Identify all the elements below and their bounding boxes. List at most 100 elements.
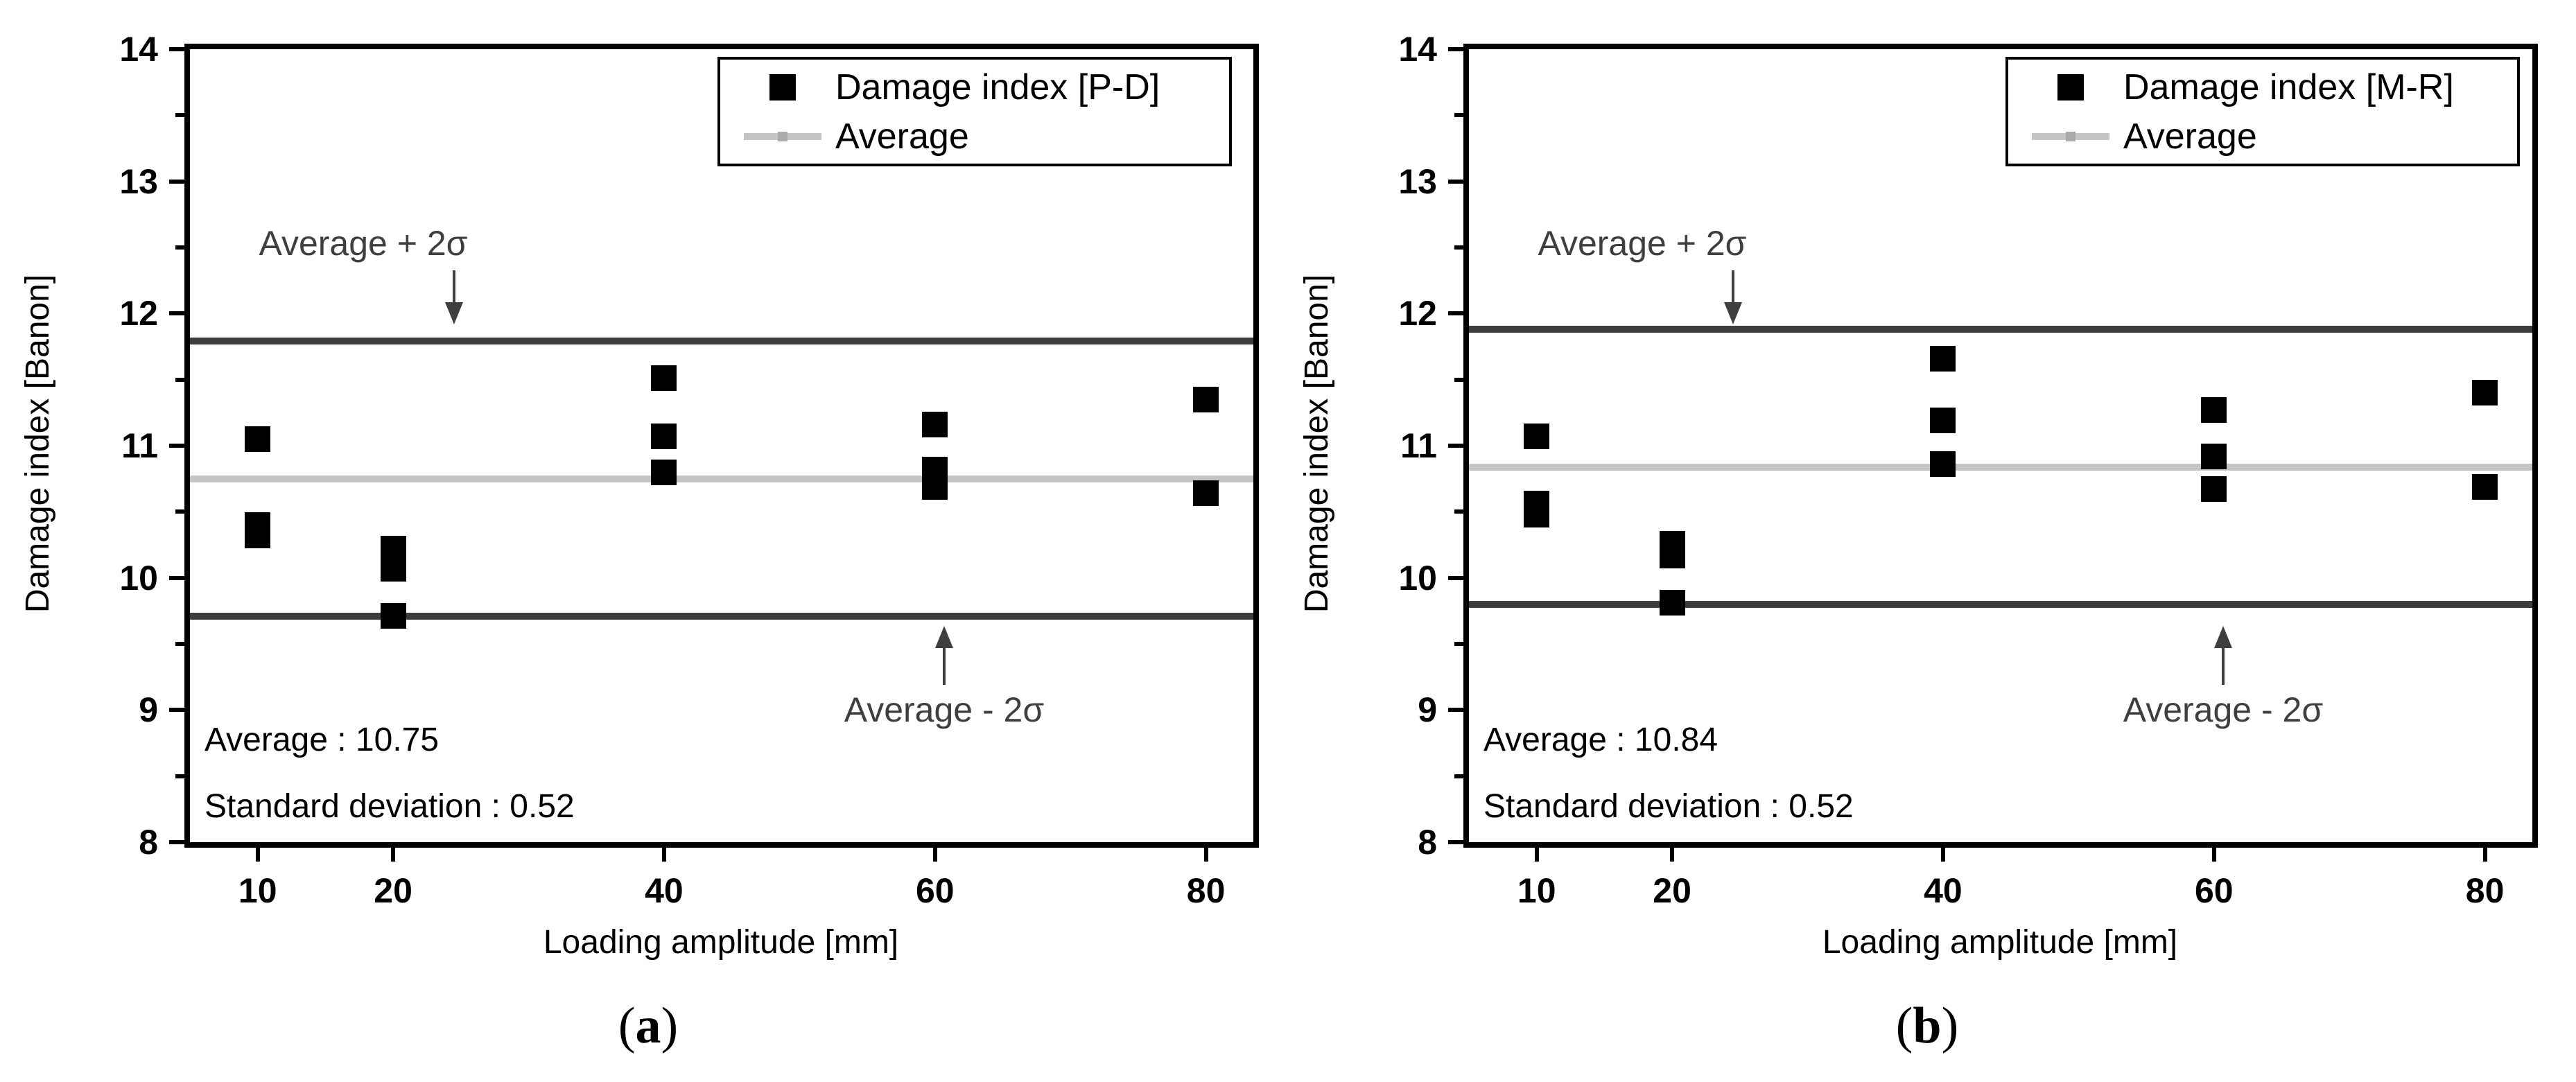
data-point-marker xyxy=(1659,542,1685,568)
y-tick-label: 11 xyxy=(1400,426,1437,465)
y-minor-tick xyxy=(1454,377,1463,382)
y-minor-tick xyxy=(1454,774,1463,778)
data-point-marker xyxy=(1930,408,1956,434)
lower-sigma-annotation: Average - 2σ xyxy=(2123,690,2324,729)
y-tick xyxy=(1448,47,1463,51)
panel-caption: (a) xyxy=(510,997,787,1056)
data-point-marker xyxy=(922,473,948,500)
data-point-marker xyxy=(2472,380,2498,406)
y-tick-label: 10 xyxy=(119,558,158,597)
legend-series-label: Damage index [M-R] xyxy=(2123,67,2454,107)
y-tick-label: 8 xyxy=(139,823,158,862)
average-line-icon xyxy=(2032,131,2109,141)
data-point-marker xyxy=(1659,590,1685,616)
data-point-marker xyxy=(651,365,677,392)
caption-close-paren: ) xyxy=(1941,997,1959,1054)
x-tick-label: 10 xyxy=(1517,871,1556,910)
data-point-marker xyxy=(922,411,948,437)
average-line xyxy=(190,475,1253,482)
y-tick-label: 12 xyxy=(119,294,158,333)
y-axis-title: Damage index [Banon] xyxy=(1298,274,1335,613)
std-dev-stat-text: Standard deviation : 0.52 xyxy=(204,788,575,825)
x-tick xyxy=(661,848,666,862)
data-point-marker xyxy=(2472,473,2498,500)
y-tick-label: 13 xyxy=(1398,162,1437,201)
y-tick xyxy=(169,575,184,580)
x-tick-label: 80 xyxy=(2465,871,2505,910)
x-tick-label: 40 xyxy=(645,871,684,910)
x-tick xyxy=(1203,848,1208,862)
x-tick-label: 60 xyxy=(915,871,955,910)
data-point-marker xyxy=(2201,443,2227,469)
lower-2sigma-line xyxy=(1469,600,2532,608)
average-stat-text: Average : 10.75 xyxy=(204,722,440,758)
y-tick xyxy=(169,708,184,713)
average-line xyxy=(1469,463,2532,471)
y-minor-tick xyxy=(175,642,184,646)
y-minor-tick xyxy=(175,377,184,382)
legend-series-sample xyxy=(2028,73,2114,101)
lower-sigma-annotation: Average - 2σ xyxy=(844,690,1045,729)
y-tick-label: 9 xyxy=(1418,690,1437,730)
data-point-marker xyxy=(1524,501,1550,527)
up-arrowhead-icon xyxy=(2214,626,2232,648)
caption-open-paren: ( xyxy=(1895,997,1913,1054)
x-axis-title: Loading amplitude [mm] xyxy=(1822,924,2178,961)
y-minor-tick xyxy=(175,509,184,514)
legend-series-sample xyxy=(740,73,826,101)
x-tick-label: 60 xyxy=(2194,871,2234,910)
y-minor-tick xyxy=(1454,642,1463,646)
figure-panel-b: Damage index [Banon] 8 9 10 11 12 13 14 10 20 40 6… xyxy=(1279,0,2567,1082)
data-point-marker xyxy=(1524,424,1550,450)
y-minor-tick xyxy=(175,774,184,778)
data-point-marker xyxy=(245,523,271,549)
data-point-marker xyxy=(245,426,271,452)
legend-row-average: Average xyxy=(720,114,1229,159)
average-line-marker-icon xyxy=(2066,131,2075,141)
y-tick-label: 11 xyxy=(121,426,158,465)
data-point-marker xyxy=(1930,345,1956,372)
y-tick-label: 14 xyxy=(119,30,158,69)
y-tick-label: 10 xyxy=(1398,558,1437,597)
data-point-marker xyxy=(2201,397,2227,424)
legend-average-label: Average xyxy=(835,116,969,157)
x-tick xyxy=(2211,848,2216,862)
std-dev-stat-text: Standard deviation : 0.52 xyxy=(1483,788,1854,825)
upper-2sigma-line xyxy=(1469,326,2532,333)
y-tick xyxy=(169,444,184,448)
x-tick xyxy=(255,848,260,862)
square-marker-icon xyxy=(769,73,796,101)
y-tick xyxy=(1448,840,1463,844)
x-tick xyxy=(391,848,396,862)
y-axis-title: Damage index [Banon] xyxy=(19,274,56,613)
x-tick-label: 80 xyxy=(1186,871,1226,910)
y-tick xyxy=(1448,179,1463,184)
x-tick xyxy=(2482,848,2487,862)
y-tick xyxy=(1448,444,1463,448)
figure-panel-a: Damage index [Banon] 8 9 10 11 12 13 14 10 20 40 6… xyxy=(19,30,1259,1056)
y-minor-tick xyxy=(1454,509,1463,514)
legend-average-label: Average xyxy=(2123,116,2257,157)
y-tick xyxy=(1448,575,1463,580)
up-arrowhead-icon xyxy=(935,626,953,648)
y-tick-label: 13 xyxy=(119,162,158,201)
y-tick xyxy=(169,311,184,316)
x-tick-label: 40 xyxy=(1924,871,1963,910)
x-tick xyxy=(932,848,937,862)
data-point-marker xyxy=(651,459,677,485)
caption-open-paren: ( xyxy=(618,997,636,1054)
legend-row-average: Average xyxy=(2008,114,2517,159)
caption-letter: a xyxy=(635,997,661,1054)
x-tick-label: 20 xyxy=(374,871,412,910)
y-tick xyxy=(169,179,184,184)
lower-2sigma-line xyxy=(190,612,1253,620)
y-tick xyxy=(1448,311,1463,316)
data-point-marker xyxy=(1193,386,1219,412)
data-point-marker xyxy=(380,603,406,629)
average-stat-text: Average : 10.84 xyxy=(1483,722,1718,758)
up-arrow-icon xyxy=(2222,647,2225,685)
down-arrowhead-icon xyxy=(1724,302,1742,324)
data-point-marker xyxy=(1193,480,1219,507)
y-minor-tick xyxy=(1454,245,1463,250)
